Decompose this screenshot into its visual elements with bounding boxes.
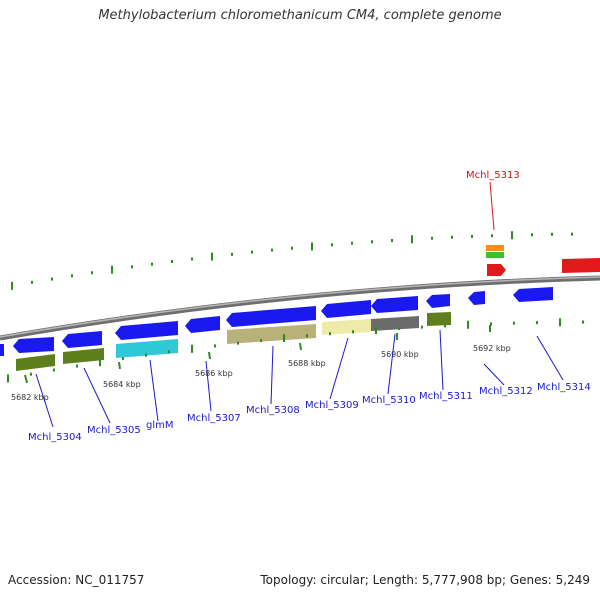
- gene-reverse[interactable]: [426, 294, 450, 308]
- gene-reverse[interactable]: [185, 316, 220, 333]
- cog-block[interactable]: [116, 339, 178, 358]
- cog-row: [16, 245, 504, 371]
- gene-leaders: [35, 329, 564, 428]
- gene-label[interactable]: Mchl_5307: [187, 413, 241, 424]
- gene-label[interactable]: Mchl_5305: [87, 425, 141, 436]
- inner-tick-row: [7, 318, 584, 383]
- selected-gene-label[interactable]: Mchl_5313: [466, 170, 520, 181]
- cog-block[interactable]: [227, 324, 316, 344]
- cog-block[interactable]: [486, 252, 504, 258]
- gene-reverse[interactable]: [513, 287, 553, 302]
- tick-label: 5686 kbp: [195, 369, 233, 378]
- gene-reverse[interactable]: [62, 331, 102, 348]
- map-title: Methylobacterium chloromethanicum CM4, c…: [98, 8, 502, 23]
- cog-block[interactable]: [371, 316, 419, 331]
- genome-backbone: [0, 275, 600, 341]
- gene-reverse[interactable]: [371, 296, 418, 313]
- gene-reverse[interactable]: [468, 291, 485, 305]
- gene-reverse[interactable]: [321, 300, 371, 318]
- position-labels: 5682 kbp 5684 kbp 5686 kbp 5688 kbp 5690…: [11, 325, 511, 402]
- forward-strand: [487, 258, 600, 276]
- gene-label-group: Mchl_5304 Mchl_5305 glmM Mchl_5307 Mchl_…: [28, 170, 591, 443]
- cog-block[interactable]: [322, 319, 371, 335]
- gene-label[interactable]: Mchl_5311: [419, 391, 473, 402]
- outer-tick-row: [11, 231, 573, 290]
- cog-block[interactable]: [486, 245, 504, 251]
- gene-reverse[interactable]: [13, 337, 54, 353]
- gene-label[interactable]: Mchl_5314: [537, 382, 591, 393]
- tick-label: 5692 kbp: [473, 344, 511, 353]
- gene-reverse[interactable]: [226, 306, 316, 327]
- cog-block[interactable]: [63, 348, 104, 364]
- gene-forward[interactable]: [562, 258, 600, 273]
- selected-leader: [489, 181, 495, 231]
- tick-label: 5682 kbp: [11, 393, 49, 402]
- accession-text: Accession: NC_011757: [8, 573, 145, 587]
- genome-backbone-highlight: [0, 276, 600, 338]
- gene-label[interactable]: glmM: [146, 420, 174, 431]
- gene-label[interactable]: Mchl_5304: [28, 432, 82, 443]
- tick-label: 5690 kbp: [381, 350, 419, 359]
- gene-label[interactable]: Mchl_5310: [362, 395, 416, 406]
- cog-block[interactable]: [427, 312, 451, 326]
- gene-label[interactable]: Mchl_5308: [246, 405, 300, 416]
- reverse-strand: [0, 287, 553, 356]
- gene-reverse[interactable]: [115, 321, 178, 340]
- cog-block[interactable]: [16, 354, 55, 371]
- gene-reverse[interactable]: [0, 344, 4, 356]
- gene-label[interactable]: Mchl_5312: [479, 386, 533, 397]
- gene-label[interactable]: Mchl_5309: [305, 400, 359, 411]
- tick-label: 5684 kbp: [103, 380, 141, 389]
- gene-forward[interactable]: [487, 264, 506, 276]
- genome-summary-text: Topology: circular; Length: 5,777,908 bp…: [260, 573, 590, 587]
- tick-label: 5688 kbp: [288, 359, 326, 368]
